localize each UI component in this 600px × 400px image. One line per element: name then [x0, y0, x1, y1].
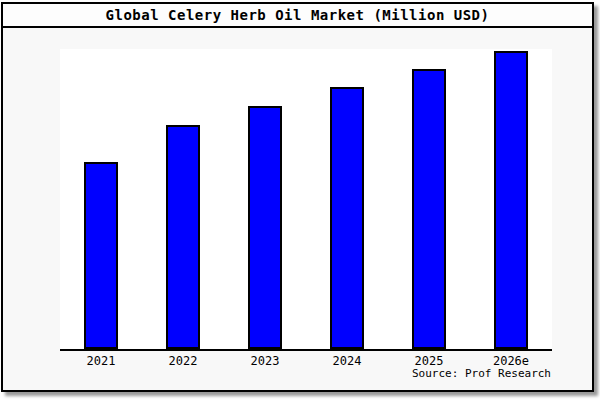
plot-area — [60, 49, 552, 351]
source-credit: Source: Prof Research — [412, 367, 551, 380]
x-label-2024: 2024 — [330, 354, 364, 368]
bar-2021 — [84, 162, 118, 349]
chart-title-bar: Global Celery Herb Oil Market (Million U… — [3, 4, 592, 28]
x-axis-labels: 2021 2022 2023 2024 2025 2026e — [60, 354, 552, 368]
bar-2023 — [248, 106, 282, 349]
chart-frame: Global Celery Herb Oil Market (Million U… — [1, 2, 594, 392]
bar-2022 — [166, 125, 200, 349]
chart-title: Global Celery Herb Oil Market (Million U… — [106, 7, 490, 23]
bar-2026e — [494, 51, 528, 349]
bar-2024 — [330, 87, 364, 349]
x-label-2023: 2023 — [248, 354, 282, 368]
bar-2025 — [412, 69, 446, 349]
bars — [60, 49, 552, 349]
x-label-2022: 2022 — [166, 354, 200, 368]
x-label-2021: 2021 — [84, 354, 118, 368]
x-label-2025: 2025 — [412, 354, 446, 368]
chart-image: Global Celery Herb Oil Market (Million U… — [0, 0, 600, 400]
x-label-2026e: 2026e — [494, 354, 528, 368]
